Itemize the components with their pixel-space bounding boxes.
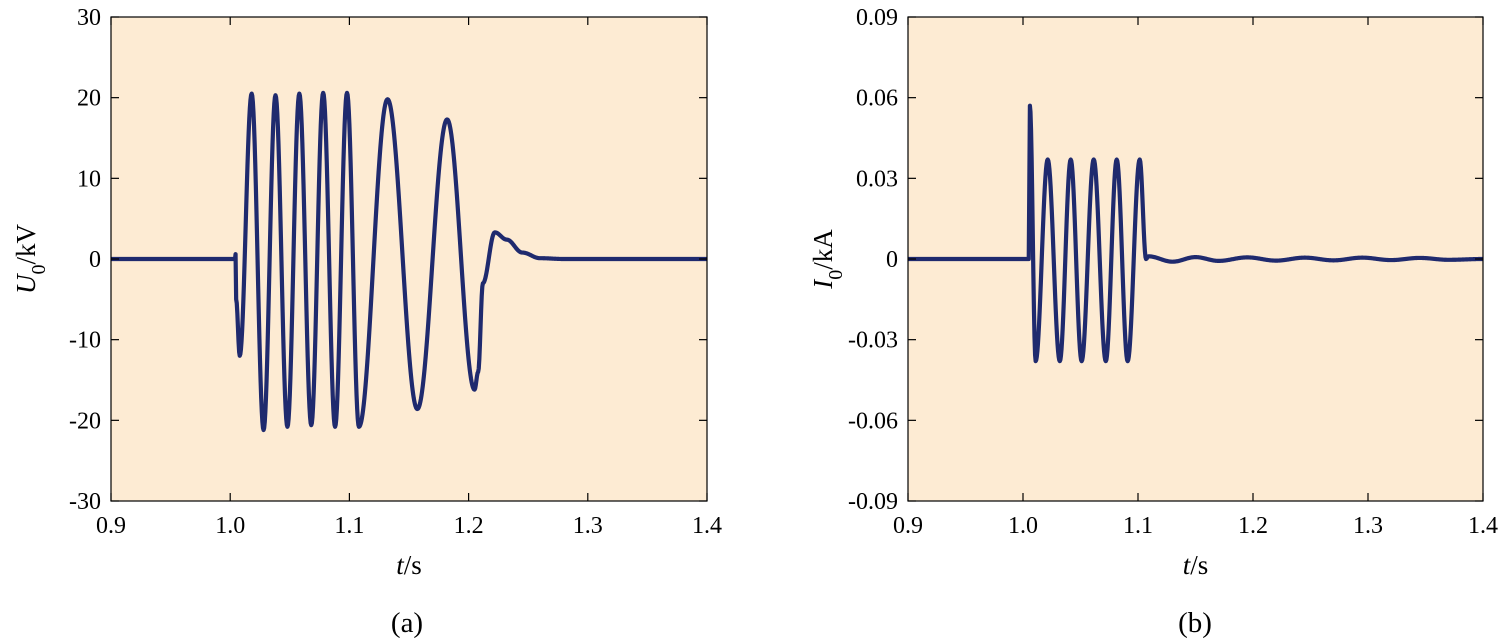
y-tick-label: -0.03 <box>848 328 898 354</box>
x-tick-label: 1.1 <box>1123 513 1153 539</box>
x-tick-label: 1.4 <box>692 513 722 539</box>
series-line <box>111 90 707 433</box>
x-tick-label: 1.3 <box>1353 513 1383 539</box>
y-tick-label: 0 <box>89 247 101 273</box>
y-tick-label: 10 <box>77 166 101 192</box>
y-tick-label: -30 <box>69 489 101 515</box>
x-tick-label: 1.3 <box>573 513 603 539</box>
x-tick-label: 1.4 <box>1468 513 1498 539</box>
y-tick-label: 0.03 <box>856 166 898 192</box>
x-tick-label: 0.9 <box>96 513 126 539</box>
y-tick-label: 0.09 <box>856 5 898 31</box>
panel-b: 0.9 1.0 1.1 1.2 1.3 1.4 0.09 0.06 0.03 0 -0.03 -0.0… <box>808 5 1498 639</box>
y-tick-label: 30 <box>77 5 101 31</box>
y-tick-label: -10 <box>69 328 101 354</box>
y-tick-label: 20 <box>77 86 101 112</box>
series-line <box>908 103 1483 364</box>
x-tick-label: 1.2 <box>454 513 484 539</box>
panel-caption: (a) <box>391 607 423 639</box>
x-tick-label: 0.9 <box>893 513 923 539</box>
y-tick-label: -0.09 <box>848 489 898 515</box>
y-tick-label: -0.06 <box>848 408 898 434</box>
y-axis-title: I0/kA <box>808 229 847 290</box>
panel-caption: (b) <box>1178 607 1212 639</box>
x-tick-label: 1.0 <box>1008 513 1038 539</box>
x-tick-label: 1.1 <box>334 513 364 539</box>
y-axis-title: U0/kV <box>11 223 50 294</box>
x-tick-label: 1.2 <box>1238 513 1268 539</box>
x-axis-title: t/s <box>1183 550 1209 580</box>
x-axis-title: t/s <box>396 550 422 580</box>
panel-a: 0.9 1.0 1.1 1.2 1.3 1.4 30 20 10 0 -10 -20 -30 t/s U0/… <box>11 5 722 639</box>
y-tick-label: 0.06 <box>856 86 898 112</box>
x-tick-label: 1.0 <box>215 513 245 539</box>
y-tick-label: -20 <box>69 408 101 434</box>
y-tick-label: 0 <box>886 247 898 273</box>
